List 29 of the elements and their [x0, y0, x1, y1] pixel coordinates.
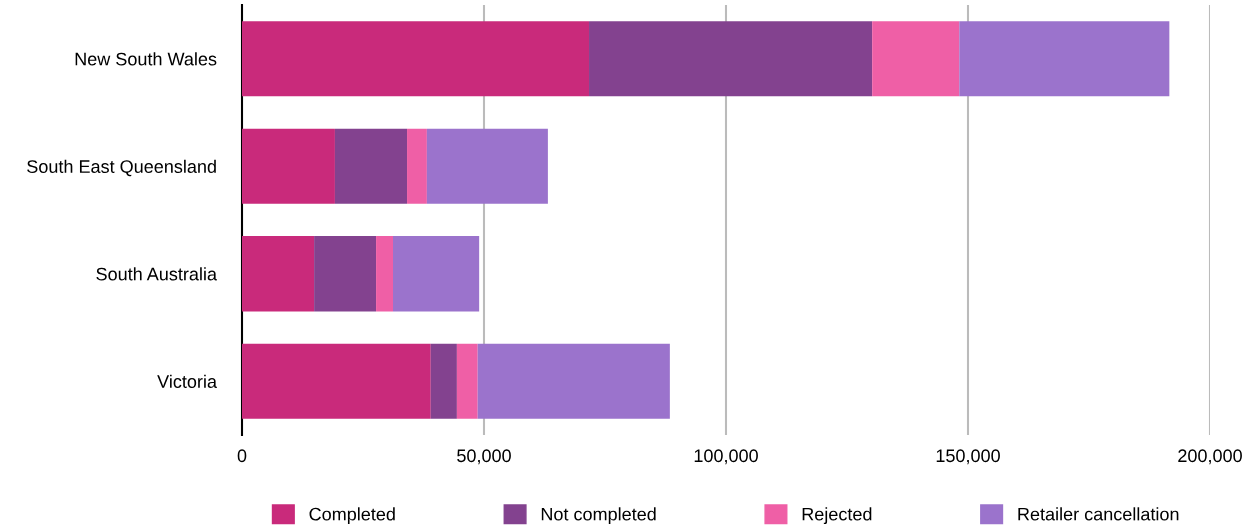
legend-label: Completed [309, 507, 395, 525]
bar [242, 128, 335, 204]
bar [314, 236, 377, 312]
bar [407, 128, 427, 204]
y-tick-label: Victoria [157, 374, 217, 388]
bar [393, 236, 480, 312]
bar [959, 21, 1170, 97]
bar [477, 343, 670, 419]
bar [872, 21, 960, 97]
x-tick-label: 150,000 [936, 449, 1000, 465]
bar [242, 21, 590, 97]
bar [376, 236, 394, 312]
x-tick-label: 100,000 [694, 449, 758, 465]
legend-label: Not completed [541, 507, 656, 525]
bar [426, 128, 548, 204]
bar [334, 128, 408, 204]
y-tick-label: South Australia [96, 267, 217, 281]
legend-label: Rejected [802, 507, 872, 525]
x-tick-label: 200,000 [1178, 449, 1242, 465]
bar [430, 343, 457, 419]
x-tick-label: 0 [237, 449, 247, 463]
y-tick-label: South East Queensland [27, 159, 216, 177]
bar [456, 343, 478, 419]
bar [589, 21, 873, 97]
bar [242, 343, 431, 419]
bar [242, 236, 315, 312]
legend-label: Retailer cancellation [1018, 507, 1179, 521]
y-tick-label: New South Wales [75, 52, 217, 66]
x-tick-label: 50,000 [457, 449, 511, 465]
